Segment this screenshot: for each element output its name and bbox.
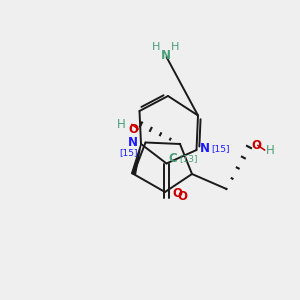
Text: H: H xyxy=(152,42,160,52)
Polygon shape xyxy=(132,144,141,175)
Text: O: O xyxy=(172,187,182,200)
Text: H: H xyxy=(171,42,180,52)
Text: [13]: [13] xyxy=(179,154,198,164)
Text: N: N xyxy=(161,49,171,62)
Text: [15]: [15] xyxy=(119,148,137,157)
Text: N: N xyxy=(200,142,210,155)
Text: [15]: [15] xyxy=(212,144,230,153)
Text: N: N xyxy=(128,136,138,149)
Text: O: O xyxy=(128,123,138,136)
Text: O: O xyxy=(251,139,261,152)
Text: C: C xyxy=(168,152,177,166)
Text: O: O xyxy=(177,190,187,203)
Text: H: H xyxy=(266,144,274,157)
Text: H: H xyxy=(117,118,126,131)
